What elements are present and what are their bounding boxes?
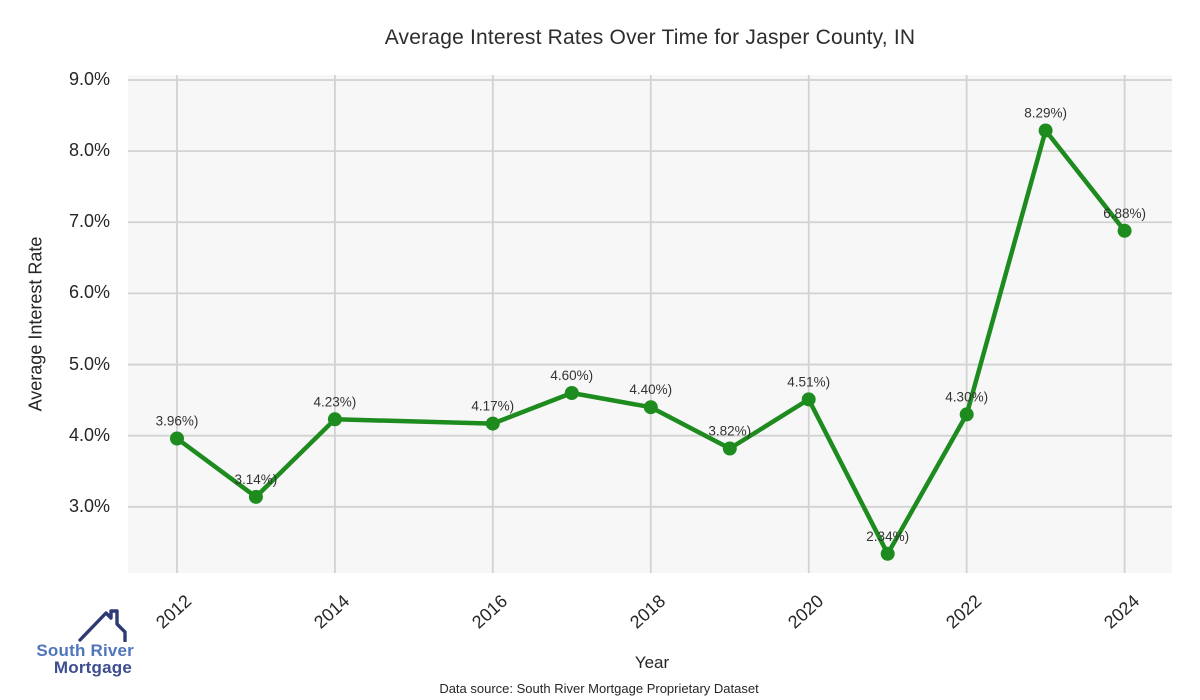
data-point-marker: [248, 489, 263, 504]
y-tick-label: 8.0%: [68, 140, 110, 161]
data-point-label: 8.29%): [1024, 106, 1067, 121]
data-point-marker: [564, 386, 579, 400]
x-tick-label: 2014: [309, 590, 354, 633]
south-river-mortgage-logo: South River Mortgage: [18, 608, 134, 676]
y-tick-label: 5.0%: [68, 353, 110, 374]
house-roof-icon: [78, 609, 127, 642]
y-axis-title: Average Interest Rate: [25, 236, 46, 412]
x-tick-label: 2018: [625, 590, 670, 633]
y-tick-label: 7.0%: [68, 211, 110, 232]
y-tick-label: 3.0%: [68, 495, 110, 516]
plot-area: 3.96%) 3.14%) 4.23%) 4.17%) 4.60%) 4.40%) 3.82…: [128, 75, 1172, 573]
data-point-marker: [1117, 223, 1132, 238]
x-tick-label: 2012: [152, 590, 196, 633]
data-point-label: 4.17%): [471, 399, 514, 414]
chart-title: Average Interest Rates Over Time for Jas…: [384, 26, 916, 49]
data-point-label: 4.40%): [629, 382, 672, 397]
roof-outline: [78, 609, 127, 642]
y-tick-label: 4.0%: [68, 424, 110, 445]
data-point-marker: [959, 407, 974, 422]
logo-text-line2: Mortgage: [53, 658, 132, 677]
data-point-marker: [801, 392, 816, 407]
data-point-marker: [880, 546, 895, 561]
y-tick-label: 9.0%: [68, 68, 110, 89]
data-point-label: 4.30%): [945, 389, 988, 404]
data-point-label: 2.34%): [866, 529, 909, 544]
y-tick-label: 6.0%: [68, 282, 110, 303]
data-point-label: 4.23%): [314, 394, 357, 409]
data-point-marker: [170, 431, 184, 446]
data-point-marker: [1038, 123, 1053, 138]
logo-text-line1: South River: [36, 641, 134, 660]
data-point-label: 3.96%): [156, 414, 199, 429]
data-point-label: 3.82%): [708, 424, 751, 439]
data-point-label: 4.60%): [550, 368, 593, 383]
data-source-note: Data source: South River Mortgage Propri…: [439, 681, 759, 696]
data-point-label: 6.88%): [1103, 206, 1146, 221]
x-tick-label: 2020: [783, 590, 827, 633]
x-tick-label: 2022: [941, 590, 985, 633]
data-point-marker: [327, 412, 342, 427]
data-point-marker: [485, 416, 500, 431]
data-point-marker: [722, 441, 737, 456]
data-point-label: 3.14%): [235, 472, 278, 487]
x-axis-title: Year: [634, 653, 670, 672]
interest-rate-line: [174, 128, 1127, 557]
x-tick-label: 2024: [1099, 590, 1143, 633]
x-tick-label: 2016: [467, 590, 512, 633]
data-point-marker: [643, 400, 658, 415]
data-point-label: 4.51%): [787, 374, 830, 389]
